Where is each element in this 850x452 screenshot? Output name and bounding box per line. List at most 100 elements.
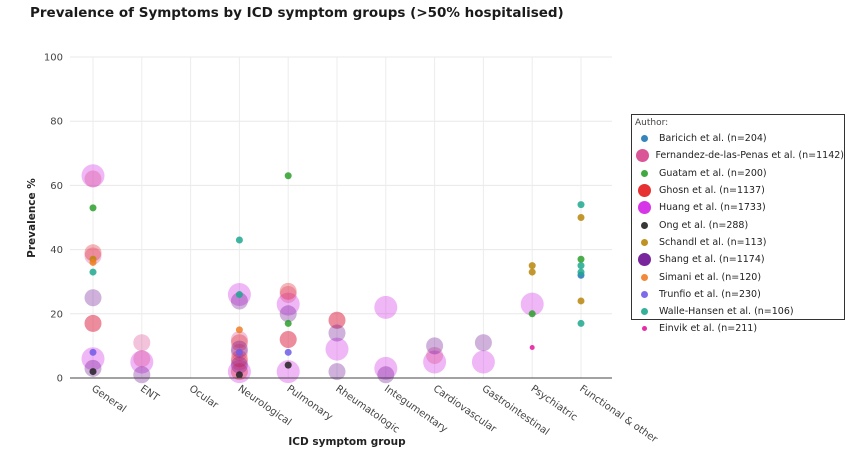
y-tick-label: 40: [50, 245, 63, 256]
data-point: [89, 368, 97, 376]
data-point: [284, 361, 292, 369]
legend-marker-icon: [640, 221, 648, 229]
legend-label: Fernandez-de-las-Penas et al. (n=1142): [655, 150, 844, 162]
legend-swatch: [635, 290, 653, 298]
legend-item[interactable]: Baricich et al. (n=204): [635, 130, 844, 147]
x-tick-label: ENT: [138, 383, 161, 404]
data-point: [471, 350, 495, 374]
data-point: [577, 297, 585, 305]
data-point: [81, 347, 105, 371]
data-point: [230, 350, 248, 368]
points-layer: [81, 164, 585, 384]
data-point: [279, 286, 297, 304]
data-point: [230, 330, 248, 348]
legend-item[interactable]: Einvik et al. (n=211): [635, 320, 844, 337]
legend-marker-icon: [637, 201, 651, 215]
data-point: [528, 268, 536, 276]
legend-swatch: [635, 221, 653, 229]
data-point: [279, 330, 297, 348]
x-tick-label: Pulmonary: [284, 383, 334, 423]
data-point: [133, 334, 151, 352]
data-point: [230, 356, 248, 374]
y-tick-label: 80: [50, 117, 63, 128]
data-point: [133, 350, 151, 368]
legend-marker-icon: [640, 169, 648, 177]
data-point: [374, 295, 398, 319]
y-tick-label: 100: [44, 53, 63, 64]
legend-marker-icon: [637, 253, 651, 267]
legend-label: Huang et al. (n=1733): [659, 202, 766, 214]
legend-swatch: [635, 273, 653, 281]
data-point: [577, 268, 585, 276]
data-point: [474, 334, 492, 352]
legend-label: Walle-Hansen et al. (n=106): [659, 306, 794, 318]
data-point: [84, 170, 102, 188]
data-point: [89, 348, 97, 356]
legend-marker-icon: [640, 273, 648, 281]
data-point: [89, 204, 97, 212]
data-point: [235, 291, 243, 299]
legend-label: Trunfio et al. (n=230): [659, 288, 761, 300]
data-point: [528, 310, 536, 318]
data-point: [284, 172, 292, 180]
legend-title: Author:: [635, 118, 669, 128]
data-point: [426, 337, 444, 355]
data-point: [328, 311, 346, 329]
data-point: [328, 324, 346, 342]
data-point: [84, 314, 102, 332]
legend-item[interactable]: Ghosn et al. (n=1137): [635, 182, 844, 199]
legend-item[interactable]: Walle-Hansen et al. (n=106): [635, 303, 844, 320]
legend-marker-icon: [637, 184, 651, 198]
data-point: [279, 330, 297, 348]
legend-marker-icon: [640, 290, 648, 298]
data-point: [133, 366, 151, 384]
data-point: [577, 214, 585, 221]
legend-item[interactable]: Shang et al. (n=1174): [635, 251, 844, 268]
data-point: [89, 258, 97, 266]
y-tick-label: 20: [50, 309, 63, 320]
legend-swatch: [635, 308, 653, 316]
data-point: [276, 292, 300, 316]
x-tick-label: Functional & other: [577, 383, 660, 445]
legend-swatch: [635, 326, 653, 332]
legend-item[interactable]: Guatam et al. (n=200): [635, 165, 844, 182]
legend-swatch: [635, 201, 653, 215]
legend-item[interactable]: Fernandez-de-las-Penas et al. (n=1142): [635, 147, 844, 164]
legend-swatch: [635, 238, 653, 246]
legend-item[interactable]: Trunfio et al. (n=230): [635, 286, 844, 303]
data-point: [577, 262, 585, 270]
legend: Author: Baricich et al. (n=204) Fernandez…: [631, 114, 845, 334]
legend-label: Baricich et al. (n=204): [659, 133, 767, 145]
legend-item[interactable]: Huang et al. (n=1733): [635, 199, 844, 216]
legend-label: Ong et al. (n=288): [659, 219, 749, 231]
data-point: [81, 164, 105, 188]
data-point: [325, 337, 349, 361]
legend-swatch: [635, 253, 653, 267]
data-point: [130, 350, 154, 374]
data-point: [423, 350, 447, 374]
data-point: [279, 305, 297, 323]
legend-items: Baricich et al. (n=204) Fernandez-de-las-…: [635, 130, 844, 338]
y-tick-label: 0: [57, 374, 63, 385]
data-point: [230, 353, 248, 371]
data-point: [279, 282, 297, 300]
x-tick-label: Neurological: [236, 383, 293, 428]
data-point: [374, 356, 398, 380]
data-point: [284, 319, 292, 327]
legend-item[interactable]: Ong et al. (n=288): [635, 216, 844, 233]
data-point: [230, 292, 248, 310]
legend-marker-icon: [635, 149, 649, 163]
data-point: [328, 363, 346, 381]
data-point: [529, 345, 535, 351]
data-point: [230, 334, 248, 352]
data-point: [235, 236, 243, 244]
data-point: [577, 255, 585, 263]
legend-item[interactable]: Schandl et al. (n=113): [635, 234, 844, 251]
legend-item[interactable]: Simani et al. (n=120): [635, 268, 844, 285]
y-tick-label: 60: [50, 181, 63, 192]
legend-marker-icon: [640, 238, 648, 246]
y-axis-title: Prevalence %: [26, 178, 38, 258]
legend-swatch: [635, 149, 649, 163]
x-tick-label: Ocular: [187, 383, 221, 411]
